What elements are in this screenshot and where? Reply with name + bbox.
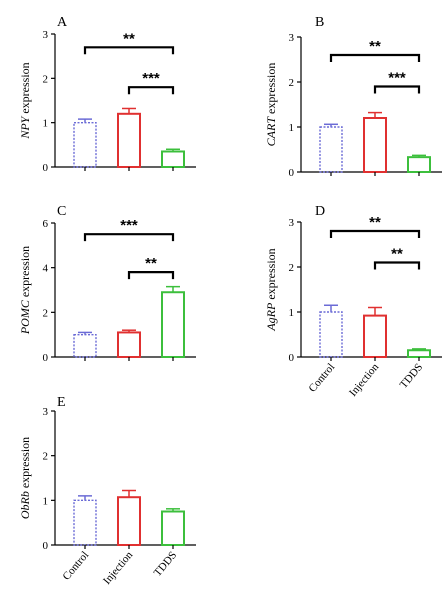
- significance-label: **: [145, 255, 157, 272]
- significance-bracket: [373, 261, 421, 270]
- y-axis-label-gene: AgRP: [264, 302, 278, 332]
- y-tick-label: 4: [43, 263, 49, 275]
- y-axis-label-suffix: expression: [18, 246, 32, 300]
- y-tick-label: 3: [289, 217, 295, 229]
- y-axis-label-suffix: expression: [18, 437, 32, 491]
- y-tick-label: 0: [43, 540, 49, 552]
- significance-label: **: [391, 246, 403, 263]
- y-axis-label-gene: NPY: [18, 115, 32, 139]
- y-tick-label: 6: [43, 218, 49, 230]
- y-axis-label: CART expression: [264, 63, 278, 147]
- x-category-label: Control: [306, 361, 337, 394]
- panel-letter: B: [315, 15, 324, 30]
- significance-bracket: [373, 85, 421, 94]
- y-tick-label: 2: [289, 262, 295, 274]
- y-tick-label: 1: [289, 307, 295, 319]
- bar-injection: [117, 112, 141, 169]
- y-tick-label: 0: [289, 352, 295, 364]
- y-axis-label-suffix: expression: [18, 62, 32, 116]
- significance-label: ***: [388, 70, 406, 87]
- bar-injection: [363, 314, 387, 359]
- panel-d: D 0 1 2 3 AgRP expression Control Injection TDDS…: [264, 204, 442, 399]
- panel-letter: C: [57, 204, 66, 219]
- bar-tdds: [161, 150, 185, 169]
- significance-bracket: [83, 46, 175, 55]
- y-tick-label: 2: [43, 451, 49, 463]
- panel-letter: D: [315, 204, 325, 219]
- significance-bracket: [329, 53, 421, 62]
- y-tick-label: 3: [43, 406, 49, 418]
- bar-tdds: [407, 156, 431, 173]
- bar-tdds: [407, 349, 431, 358]
- significance-bracket: [83, 233, 175, 242]
- y-axis-label-suffix: expression: [264, 248, 278, 302]
- bar-tdds: [161, 291, 185, 359]
- y-axis-label-gene: POMC: [18, 299, 32, 335]
- y-tick-label: 1: [289, 122, 295, 134]
- y-tick-label: 0: [289, 167, 295, 179]
- y-axis-label: POMC expression: [18, 246, 32, 335]
- bar-control: [73, 499, 97, 546]
- bar-control: [319, 311, 343, 358]
- y-axis-label-suffix: expression: [264, 63, 278, 117]
- significance-label: **: [369, 214, 381, 231]
- y-axis-label: NPY expression: [18, 62, 32, 139]
- bar-tdds: [161, 510, 185, 546]
- significance-bracket: [329, 229, 421, 238]
- y-tick-label: 3: [43, 29, 49, 41]
- bar-control: [73, 333, 97, 358]
- y-axis-label-gene: CART: [264, 116, 278, 147]
- bar-injection: [117, 496, 141, 546]
- y-axis-label: ObRb expression: [18, 437, 32, 519]
- x-category-label: Injection: [347, 361, 382, 399]
- significance-label: ***: [142, 70, 160, 87]
- x-category-label: Control: [60, 549, 91, 582]
- x-category-label: Injection: [101, 549, 136, 587]
- bar-injection: [117, 331, 141, 358]
- y-tick-label: 0: [43, 162, 49, 174]
- y-tick-label: 2: [43, 73, 49, 85]
- significance-bracket: [127, 86, 175, 95]
- significance-label: **: [123, 30, 135, 47]
- y-tick-label: 2: [289, 77, 295, 89]
- bar-control: [319, 126, 343, 173]
- panel-e: E 0 1 2 3 ObRb expression Control Injection TDDS: [18, 395, 196, 587]
- y-tick-label: 0: [43, 352, 49, 364]
- y-axis-label: AgRP expression: [264, 248, 278, 331]
- significance-label: ***: [120, 217, 138, 234]
- significance-bracket: [127, 271, 175, 280]
- y-tick-label: 3: [289, 32, 295, 44]
- y-axis-label-gene: ObRb: [18, 491, 32, 519]
- significance-label: **: [369, 38, 381, 55]
- x-category-label: TDDS: [398, 361, 426, 391]
- y-tick-label: 2: [43, 307, 49, 319]
- bar-injection: [363, 117, 387, 173]
- y-tick-label: 1: [43, 118, 49, 130]
- panel-letter: E: [57, 395, 66, 410]
- bar-control: [73, 121, 97, 168]
- x-category-label: TDDS: [152, 549, 180, 579]
- y-tick-label: 1: [43, 495, 49, 507]
- panel-letter: A: [57, 15, 68, 30]
